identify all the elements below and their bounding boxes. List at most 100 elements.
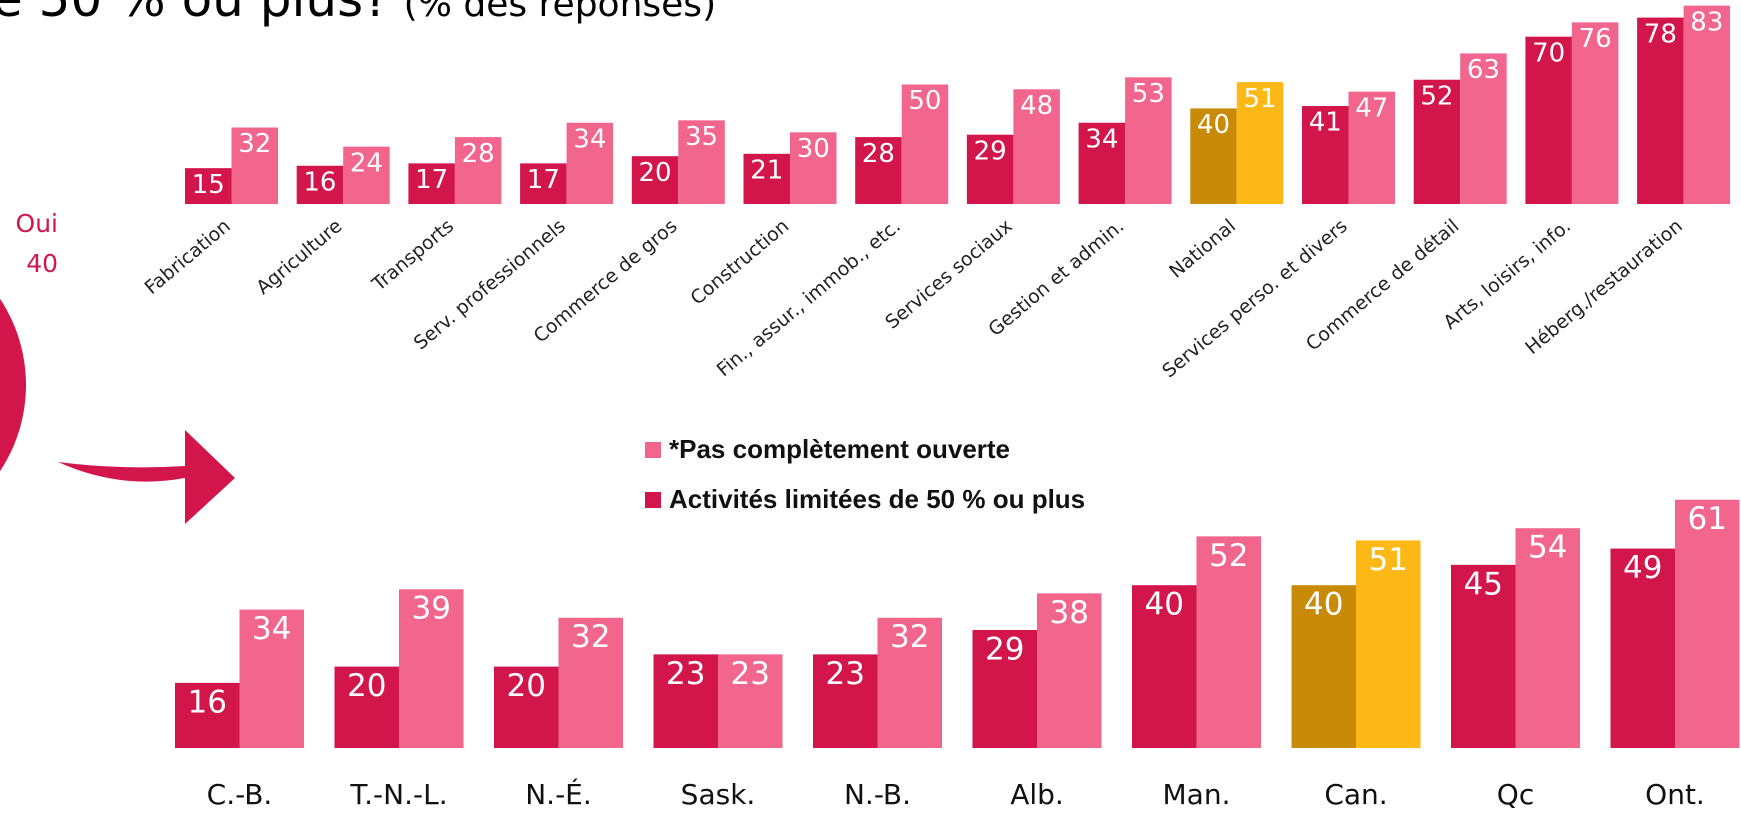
value-label: 24 xyxy=(350,148,383,178)
x-tick-label: Qc xyxy=(1497,778,1534,811)
legend-swatch xyxy=(645,442,661,458)
x-tick-label: Fin., assur., immob., etc. xyxy=(713,215,905,381)
value-label: 20 xyxy=(507,668,546,704)
value-label: 23 xyxy=(666,656,705,692)
value-label: 28 xyxy=(862,139,895,169)
bar xyxy=(855,137,902,204)
x-tick-label: Sask. xyxy=(681,778,756,811)
bar xyxy=(1302,106,1349,204)
pie-value: 40 xyxy=(26,249,58,278)
value-label: 76 xyxy=(1579,24,1612,54)
value-label: 63 xyxy=(1467,55,1500,85)
bar xyxy=(813,654,878,748)
bar xyxy=(520,163,567,204)
value-label: 32 xyxy=(571,619,610,655)
bar xyxy=(877,617,942,748)
bar xyxy=(1236,82,1284,204)
bar xyxy=(1037,593,1102,748)
bar xyxy=(1190,108,1237,204)
legend-label: Activités limitées de 50 % ou plus xyxy=(669,484,1085,514)
value-label: 48 xyxy=(1020,91,1053,121)
value-label: 34 xyxy=(1085,124,1118,154)
bar xyxy=(1637,17,1684,204)
value-label: 39 xyxy=(412,591,451,627)
value-label: 30 xyxy=(797,134,830,164)
value-label: 51 xyxy=(1244,84,1277,114)
bar xyxy=(334,666,399,748)
bar xyxy=(1196,536,1261,748)
value-label: 23 xyxy=(731,656,770,692)
bar xyxy=(494,666,559,748)
value-label: 40 xyxy=(1304,587,1343,623)
value-label: 29 xyxy=(985,631,1024,667)
x-tick-label: C.-B. xyxy=(207,778,273,811)
bar xyxy=(972,629,1037,748)
bar xyxy=(653,654,718,748)
value-label: 45 xyxy=(1464,566,1503,602)
value-label: 40 xyxy=(1145,587,1184,623)
title-text: e 50 % ou plus? xyxy=(0,0,390,28)
bar xyxy=(175,682,240,748)
title: e 50 % ou plus? (% des réponses) xyxy=(0,0,716,28)
bar xyxy=(966,134,1014,204)
value-label: 78 xyxy=(1644,19,1677,49)
value-label: 61 xyxy=(1688,501,1727,537)
value-label: 53 xyxy=(1132,79,1165,109)
x-tick-label: Ont. xyxy=(1645,778,1705,811)
bar xyxy=(1571,22,1619,204)
bar xyxy=(399,589,464,748)
pie-slice xyxy=(0,298,26,472)
value-label: 29 xyxy=(974,136,1007,166)
bar xyxy=(901,84,949,204)
bar xyxy=(1610,548,1675,748)
value-label: 54 xyxy=(1528,530,1567,566)
bar xyxy=(790,132,837,204)
bar xyxy=(1125,77,1172,204)
bar xyxy=(558,617,623,748)
bar xyxy=(1078,122,1126,204)
legend-swatch xyxy=(645,492,661,508)
bar xyxy=(1413,79,1461,204)
value-label: 41 xyxy=(1309,108,1342,138)
bar xyxy=(631,156,679,204)
value-label: 21 xyxy=(750,156,783,186)
bar xyxy=(678,120,725,204)
bar xyxy=(231,127,278,204)
value-label: 40 xyxy=(1197,110,1230,140)
bar xyxy=(343,146,390,204)
x-tick-label: Can. xyxy=(1324,778,1387,811)
x-tick-label: Transports xyxy=(367,215,458,296)
bar xyxy=(408,163,455,204)
arrow xyxy=(58,430,235,524)
pie-label: Oui xyxy=(16,209,58,238)
value-label: 34 xyxy=(252,611,291,647)
bar xyxy=(1515,528,1580,748)
bar xyxy=(239,609,304,748)
legend-label: *Pas complètement ouverte xyxy=(669,434,1010,464)
bar xyxy=(1525,36,1572,205)
value-label: 35 xyxy=(685,122,718,152)
value-label: 83 xyxy=(1690,7,1723,37)
x-tick-label: Alb. xyxy=(1010,778,1064,811)
value-label: 34 xyxy=(573,124,606,154)
bar xyxy=(1356,540,1421,748)
x-tick-label: T.-N.-L. xyxy=(349,778,447,811)
bar xyxy=(718,654,783,748)
value-label: 49 xyxy=(1623,550,1662,586)
x-tick-label: N.-B. xyxy=(844,778,911,811)
value-label: 16 xyxy=(188,684,227,720)
value-label: 50 xyxy=(908,86,941,116)
bar xyxy=(1291,585,1356,748)
bar xyxy=(743,153,790,204)
value-label: 20 xyxy=(639,158,672,188)
value-label: 47 xyxy=(1355,93,1388,123)
value-label: 28 xyxy=(462,139,495,169)
bar xyxy=(454,137,502,204)
value-label: 20 xyxy=(347,668,386,704)
bar xyxy=(185,168,232,204)
subtitle: (% des réponses) xyxy=(404,0,716,25)
bar xyxy=(1132,585,1197,748)
value-label: 17 xyxy=(415,165,448,195)
value-label: 17 xyxy=(527,165,560,195)
